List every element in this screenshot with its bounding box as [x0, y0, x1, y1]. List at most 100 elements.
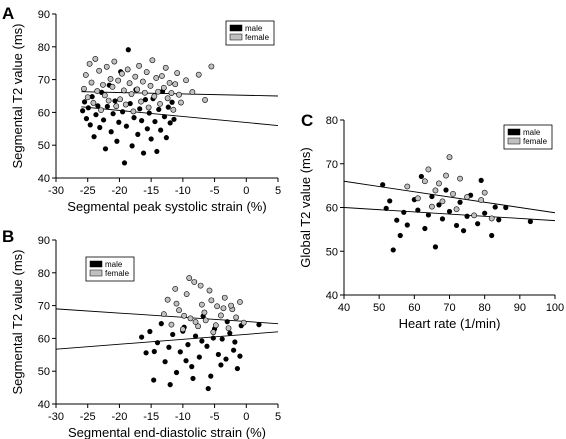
data-point-male [152, 118, 158, 125]
data-point-male [219, 336, 225, 342]
data-point-female [220, 305, 227, 312]
data-point-male [125, 47, 131, 53]
data-point-male [394, 217, 400, 223]
data-point-male [139, 118, 145, 124]
data-point-female [145, 104, 152, 111]
data-point-female [120, 87, 127, 94]
data-point-male [492, 204, 498, 210]
data-point-female [100, 81, 106, 88]
data-point-male [401, 209, 407, 215]
data-point-male [166, 344, 172, 350]
x-tick-label: 60 [408, 302, 420, 314]
data-point-male [158, 321, 164, 327]
data-point-male [89, 94, 95, 100]
data-point-male [397, 232, 403, 239]
data-point-male [147, 328, 153, 335]
data-point-female [82, 72, 89, 78]
data-point-male [131, 115, 137, 121]
data-point-male [165, 104, 171, 110]
data-point-female [481, 189, 488, 196]
legend-label-male: male [245, 24, 263, 33]
data-point-male [161, 114, 168, 120]
data-point-female [197, 282, 204, 289]
data-point-female [122, 101, 129, 108]
data-point-female [160, 84, 167, 91]
data-point-female [471, 212, 478, 219]
legend-label-female: female [523, 137, 548, 146]
data-point-male [151, 348, 157, 355]
data-point-female [208, 63, 215, 70]
data-point-male [85, 105, 91, 111]
data-point-male [151, 377, 157, 383]
data-point-female [141, 89, 148, 96]
data-point-female [464, 194, 470, 200]
legend-swatch-female [507, 137, 521, 145]
regression-line-female [344, 180, 555, 214]
data-point-female [174, 70, 181, 76]
data-point-female [488, 215, 495, 222]
y-tick-label: 90 [38, 235, 50, 247]
data-point-male [108, 129, 114, 135]
data-point-female [206, 287, 213, 294]
data-point-female [168, 90, 175, 96]
data-point-male [97, 124, 103, 131]
data-point-male [100, 117, 107, 123]
x-tick-label: -5 [210, 411, 220, 423]
data-point-male [154, 340, 161, 346]
data-point-female [191, 279, 198, 285]
data-point-male [224, 319, 230, 325]
data-point-male [170, 331, 176, 338]
data-point-male [173, 369, 180, 376]
data-point-male [162, 359, 168, 365]
legend-swatch-male [229, 24, 243, 32]
data-point-female [446, 154, 453, 161]
x-tick-label: -15 [143, 185, 159, 197]
data-point-male [183, 358, 189, 364]
data-point-male [120, 109, 126, 115]
y-tick-label: 40 [326, 290, 338, 302]
data-point-male [383, 205, 389, 211]
data-point-female [109, 83, 116, 90]
data-point-male [390, 247, 396, 253]
data-point-male [139, 334, 145, 340]
data-point-female [105, 97, 112, 104]
data-point-female [181, 312, 188, 319]
data-point-male [104, 103, 110, 110]
data-point-female [172, 285, 179, 292]
data-point-female [186, 275, 193, 281]
data-point-male [210, 335, 216, 341]
x-tick-label: -10 [175, 411, 191, 423]
data-point-female [147, 82, 154, 89]
x-tick-label: -30 [48, 411, 64, 423]
data-point-female [425, 166, 432, 173]
panel-a-axes: -30 -25 -20 -15 -10 -5 0 5 40 50 60 70 80 90 [38, 9, 281, 197]
panel-b-y-axis-title: Segmental T2 value (ms) [10, 250, 25, 395]
data-point-female [149, 57, 156, 64]
data-point-male [95, 103, 101, 109]
data-point-female [202, 317, 209, 324]
data-point-male [192, 333, 199, 339]
data-point-female [151, 93, 158, 100]
data-point-female [168, 321, 175, 328]
data-point-female [90, 99, 97, 106]
legend-label-female: female [105, 269, 130, 278]
data-point-female [221, 294, 228, 301]
data-point-female [88, 79, 95, 86]
x-tick-label: 0 [243, 411, 249, 423]
data-point-male [422, 225, 428, 232]
data-point-male [199, 338, 205, 344]
data-point-male [154, 148, 160, 155]
y-tick-label: 40 [38, 173, 50, 185]
legend-swatch-female [89, 269, 103, 277]
data-point-female [111, 58, 118, 65]
data-point-female [210, 329, 217, 336]
y-tick-label: 70 [38, 75, 50, 87]
data-point-female [162, 64, 169, 71]
x-tick-label: -25 [80, 411, 96, 423]
data-point-female [404, 183, 411, 190]
data-point-male [457, 199, 463, 205]
x-tick-label: 100 [546, 302, 564, 314]
y-tick-label: 80 [38, 42, 50, 54]
x-tick-label: 50 [373, 302, 385, 314]
data-point-female [198, 301, 205, 308]
